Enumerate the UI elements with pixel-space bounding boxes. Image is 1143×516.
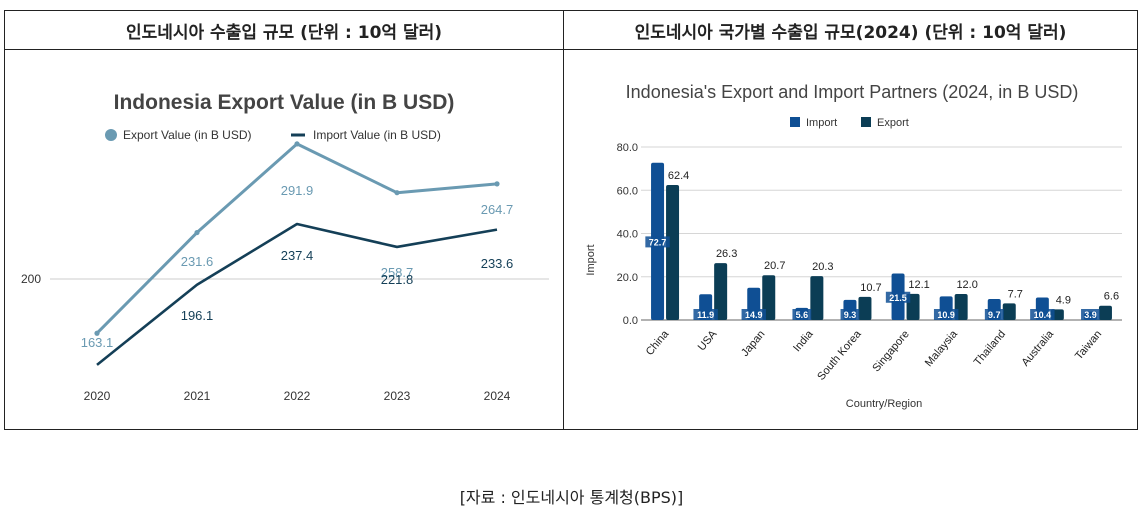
- y-tick-label: 20.0: [617, 272, 638, 284]
- partners-bar-panel: 인도네시아 국가별 수출입 규모(2024) (단위 : 10억 달러) Ind…: [564, 11, 1137, 429]
- import-data-label: 14.9: [745, 310, 763, 320]
- x-tick-label: Singapore: [870, 328, 911, 374]
- x-tick-label: Taiwan: [1073, 328, 1104, 362]
- import-label-bg: [933, 309, 959, 320]
- export-data-label: 12.1: [908, 279, 929, 291]
- export-data-label: 258.7: [381, 265, 414, 280]
- export-bar: [666, 185, 680, 320]
- export-bar: [714, 263, 728, 320]
- export-point: [94, 330, 100, 336]
- x-tick-label: India: [791, 328, 816, 355]
- export-series-line: [95, 142, 498, 335]
- import-label-bg: [741, 309, 766, 320]
- y-tick-label: 60.0: [617, 185, 638, 197]
- legend-import-swatch: [790, 117, 800, 127]
- export-point: [394, 190, 400, 196]
- x-tick-label: 2020: [84, 389, 111, 403]
- import-data-label: 233.6: [481, 256, 514, 271]
- line-chart-title: Indonesia Export Value (in B USD): [114, 91, 455, 114]
- export-point: [194, 229, 200, 236]
- x-tick-label: USA: [696, 328, 720, 354]
- export-data-label: 20.3: [812, 261, 833, 273]
- import-label-bg: [1081, 309, 1100, 320]
- bar-chart-title: Indonesia's Export and Import Partners (…: [626, 82, 1079, 102]
- import-data-label: 196.1: [181, 308, 214, 323]
- import-data-label: 237.4: [281, 248, 314, 263]
- import-label-bg: [885, 291, 911, 303]
- y-tick-label: 80.0: [617, 142, 638, 154]
- import-label-bg: [984, 309, 1004, 320]
- import-data-label: 3.9: [1084, 310, 1097, 320]
- x-tick-label: China: [644, 328, 672, 358]
- import-label-bg: [840, 309, 860, 320]
- export-bar: [762, 275, 776, 320]
- x-tick-label: 2022: [284, 389, 311, 403]
- import-label-bg: [792, 309, 812, 320]
- x-axis-label: Country/Region: [846, 398, 922, 410]
- import-series-line: [96, 222, 498, 366]
- left-panel-header: 인도네시아 수출입 규모 (단위 : 10억 달러): [5, 11, 563, 50]
- x-tick-label: Australia: [1019, 328, 1056, 369]
- export-data-label: 163.1: [81, 335, 114, 350]
- import-data-label: 21.5: [889, 293, 907, 303]
- y-axis-label: Import: [585, 244, 597, 275]
- export-bar: [1098, 305, 1112, 320]
- y-tick-label: 0.0: [623, 315, 638, 327]
- x-tick-label: Malaysia: [923, 328, 961, 370]
- import-data-label: 10.9: [937, 310, 955, 320]
- x-tick-label: South Korea: [815, 328, 864, 383]
- import-data-label: 11.9: [697, 310, 714, 320]
- y-tick-label: 40.0: [617, 229, 638, 241]
- x-tick-label: Thailand: [972, 328, 1008, 368]
- export-data-label: 264.7: [481, 202, 514, 217]
- import-data-label: 221.8: [381, 272, 414, 287]
- export-bar: [1002, 303, 1016, 320]
- legend-export-swatch: [861, 117, 871, 127]
- partners-bar-chart: Indonesia's Export and Import Partners (…: [585, 82, 1122, 410]
- import-label-bg: [1030, 309, 1055, 320]
- export-import-line-chart: Indonesia Export Value (in B USD) Export …: [21, 91, 549, 403]
- export-data-label: 291.9: [281, 183, 314, 198]
- import-data-label: 9.3: [844, 310, 857, 320]
- x-tick-label: Japan: [739, 328, 767, 359]
- import-label-bg: [645, 236, 670, 248]
- import-data-label: 72.7: [649, 237, 667, 247]
- import-data-label: 10.4: [1034, 310, 1052, 320]
- export-data-label: 20.7: [764, 260, 785, 272]
- import-data-label: 9.7: [988, 310, 1001, 320]
- export-data-label: 6.6: [1104, 291, 1119, 303]
- export-bar: [858, 296, 872, 320]
- legend-export-label: Export: [877, 117, 909, 129]
- export-point: [294, 141, 300, 147]
- export-data-label: 26.3: [716, 248, 737, 260]
- export-line-panel: 인도네시아 수출입 규모 (단위 : 10억 달러) Indonesia Exp…: [5, 11, 564, 429]
- legend-import-label: Import: [806, 117, 837, 129]
- export-data-label: 10.7: [860, 282, 881, 294]
- export-data-label: 62.4: [668, 170, 689, 182]
- legend-export-marker: [105, 129, 117, 141]
- source-caption: [자료 : 인도네시아 통계청(BPS)]: [459, 488, 684, 507]
- chart-frame: 인도네시아 수출입 규모 (단위 : 10억 달러) Indonesia Exp…: [4, 10, 1138, 430]
- right-panel-header: 인도네시아 국가별 수출입 규모(2024) (단위 : 10억 달러): [564, 11, 1137, 50]
- import-label-bg: [693, 309, 718, 320]
- export-data-label: 231.6: [181, 254, 214, 269]
- x-tick-label: 2023: [384, 389, 411, 403]
- y-tick-label: 200: [21, 272, 41, 286]
- export-point: [494, 181, 500, 187]
- export-bar: [810, 276, 824, 320]
- x-tick-label: 2024: [484, 389, 511, 403]
- export-data-label: 4.9: [1056, 294, 1071, 306]
- import-data-label: 5.6: [796, 310, 809, 320]
- export-data-label: 12.0: [956, 279, 977, 291]
- legend-export-label: Export Value (in B USD): [123, 128, 252, 142]
- legend-import-label: Import Value (in B USD): [313, 128, 441, 142]
- x-tick-label: 2021: [184, 389, 211, 403]
- export-data-label: 7.7: [1008, 288, 1023, 300]
